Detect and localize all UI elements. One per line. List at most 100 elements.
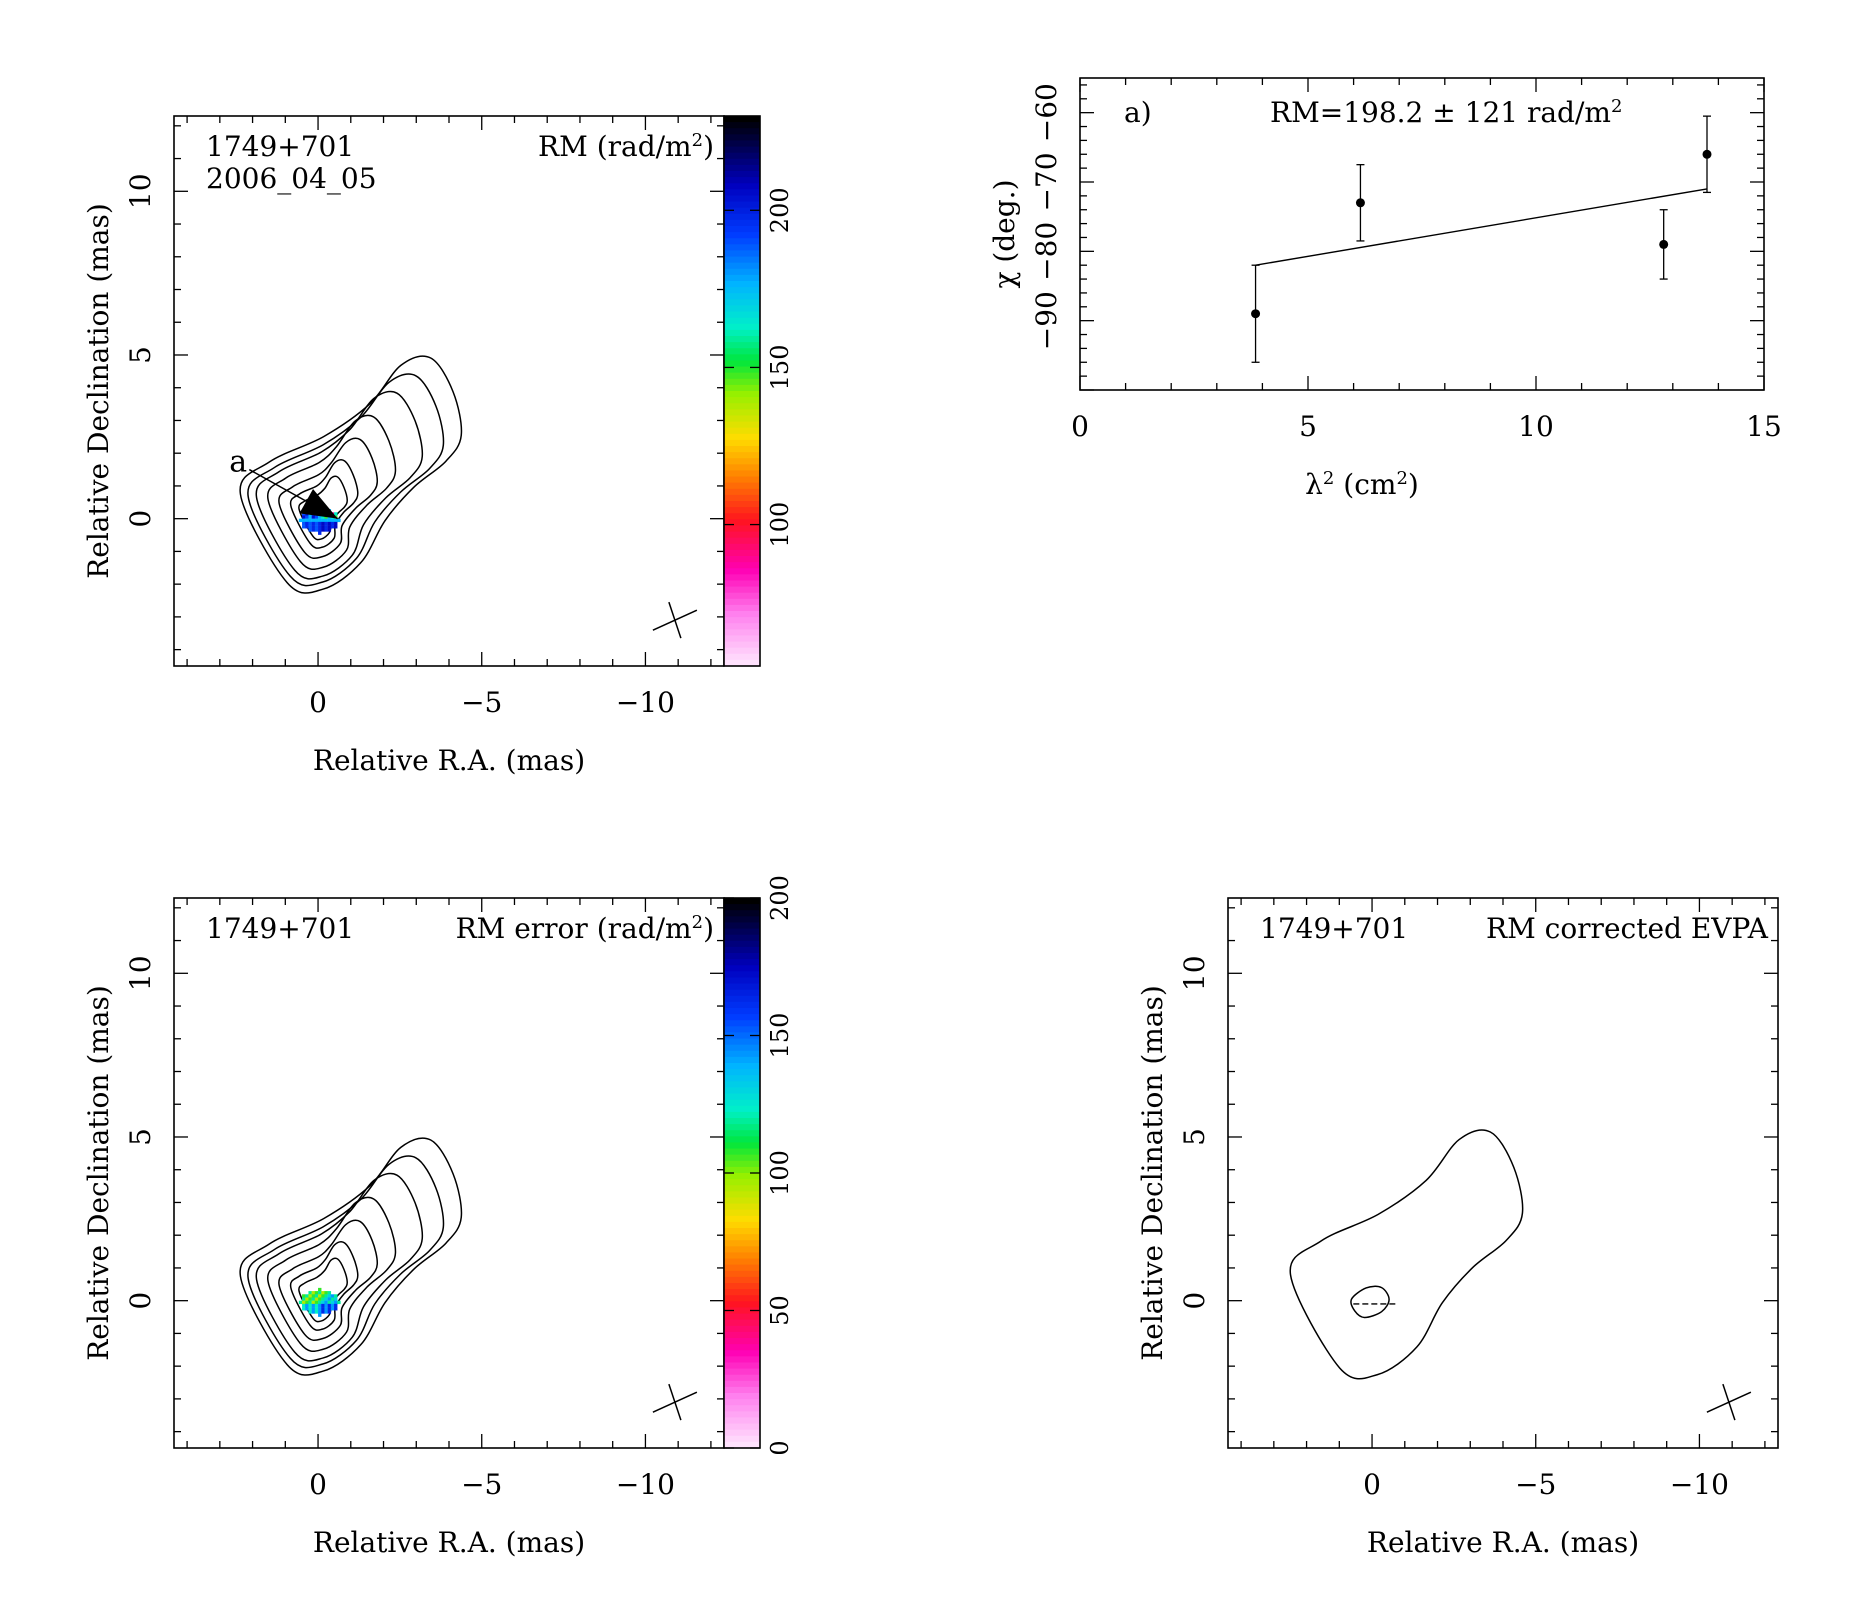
rm-pixel (334, 512, 338, 516)
colorbar-segment (724, 158, 760, 166)
fit-x-tick-label: 0 (1071, 410, 1089, 443)
colorbar-segment (724, 1411, 760, 1419)
y-tick-label: 5 (124, 346, 157, 364)
rm-pixel (314, 521, 319, 526)
colorbar-segment (724, 549, 760, 557)
colorbar-segment (724, 1185, 760, 1192)
rm-pixel (314, 1303, 319, 1308)
fit-frame (1079, 77, 1765, 391)
contour-line (255, 1172, 424, 1362)
rm-pixel (324, 1310, 328, 1314)
contour-line (247, 1155, 445, 1369)
colorbar-tick-label: 150 (766, 345, 794, 391)
map-frame (173, 897, 725, 1449)
rm-pixel (324, 518, 328, 523)
colorbar-segment (724, 250, 760, 258)
colorbar-segment (724, 531, 760, 539)
colorbar-segment (724, 1056, 760, 1064)
fit-x-tick-label: 10 (1518, 410, 1554, 443)
map-panel-rm-map: a 0 −5 −10 0 5 10 Relative R.A. (mas) Relative D… (82, 115, 794, 777)
colorbar-segment (724, 604, 760, 612)
colorbar-segment (724, 562, 760, 569)
rm-pixel (302, 521, 306, 526)
fit-x-tick-label: 15 (1746, 410, 1782, 443)
rm-pixel (334, 518, 338, 523)
colorbar-segment (724, 452, 760, 459)
colorbar-segment (724, 1044, 760, 1052)
colorbar-segment (724, 177, 760, 184)
colorbar-segment (724, 1264, 760, 1272)
rm-pixel (321, 518, 325, 523)
x-tick-label: −10 (1670, 1468, 1729, 1501)
colorbar: 100 150 200 (723, 115, 794, 667)
colorbar-segment (724, 226, 760, 233)
fit-line (1255, 188, 1708, 266)
colorbar-segment (724, 378, 760, 386)
colorbar-segment (724, 1026, 760, 1034)
data-point (1251, 309, 1261, 319)
colorbar-segment (724, 1386, 760, 1394)
fit-y-tick-label: −70 (1030, 152, 1063, 211)
rm-pixel (334, 1303, 338, 1308)
map-panel-evpa-map: 0 −5 −10 0 5 10 Relative R.A. (mas) Relative De… (1136, 897, 1779, 1559)
annotation-arrow-head (299, 488, 338, 519)
colorbar-segment (724, 592, 760, 600)
rm-pixel (321, 1307, 325, 1311)
colorbar-segment (724, 1435, 760, 1443)
colorbar-segment (724, 268, 760, 276)
colorbar-tick-label: 0 (766, 1440, 794, 1455)
contour-line (298, 475, 348, 541)
colorbar-segment (724, 1393, 760, 1400)
map-plot-area (239, 1137, 698, 1421)
epoch-label: 2006_04_05 (206, 162, 377, 195)
colorbar-segment (724, 641, 760, 649)
colorbar-segment (724, 354, 760, 362)
colorbar-segment (724, 586, 760, 594)
rm-pixel (330, 1307, 335, 1311)
colorbar-segment (724, 134, 760, 142)
colorbar-segment (724, 232, 760, 239)
y-tick-label: 5 (1178, 1128, 1211, 1146)
colorbar-segment (724, 501, 760, 508)
x-axis-label: Relative R.A. (mas) (313, 1526, 585, 1559)
rm-pixel (318, 521, 322, 526)
rm-pixel (302, 1303, 306, 1308)
colorbar-tick-label: 50 (766, 1295, 794, 1326)
rm-pixel (321, 525, 325, 529)
rm-pixel (318, 1303, 322, 1308)
rm-pixel (334, 521, 338, 526)
rm-pixel (324, 525, 328, 529)
rm-pixel (321, 1300, 325, 1305)
colorbar-segment (724, 1350, 760, 1357)
rm-pixel (321, 515, 325, 519)
colorbar-segment (724, 940, 760, 948)
rm-pixel (305, 515, 309, 519)
fit-x-tick-label: 5 (1299, 410, 1317, 443)
rm-pixel (305, 1297, 309, 1301)
rm-pixel (311, 528, 316, 532)
rm-pixel (327, 1291, 332, 1295)
colorbar-segment (724, 329, 760, 337)
colorbar-segment (724, 494, 760, 502)
rm-pixel (314, 1307, 319, 1311)
rm-pixel (334, 1307, 338, 1311)
colorbar-segment (724, 1179, 760, 1186)
colorbar-segment (724, 543, 760, 551)
rm-pixel (318, 1313, 322, 1317)
colorbar-segment (724, 164, 760, 172)
rm-pixel (318, 1287, 322, 1292)
colorbar-segment (724, 635, 760, 643)
map-label: RM corrected EVPA (1486, 912, 1769, 945)
colorbar-segment (724, 195, 760, 203)
colorbar-segment (724, 1203, 760, 1211)
colorbar-segment (724, 1325, 760, 1333)
x-tick-label: −10 (616, 686, 675, 719)
rm-pixel (305, 518, 309, 523)
colorbar-segment (724, 128, 760, 135)
colorbar-segment (724, 1258, 760, 1266)
colorbar-segment (724, 898, 760, 905)
colorbar-segment (724, 287, 760, 294)
rm-pixel (302, 518, 306, 523)
y-axis-label: Relative Declination (mas) (82, 985, 115, 1361)
rm-pixel (318, 1300, 322, 1305)
